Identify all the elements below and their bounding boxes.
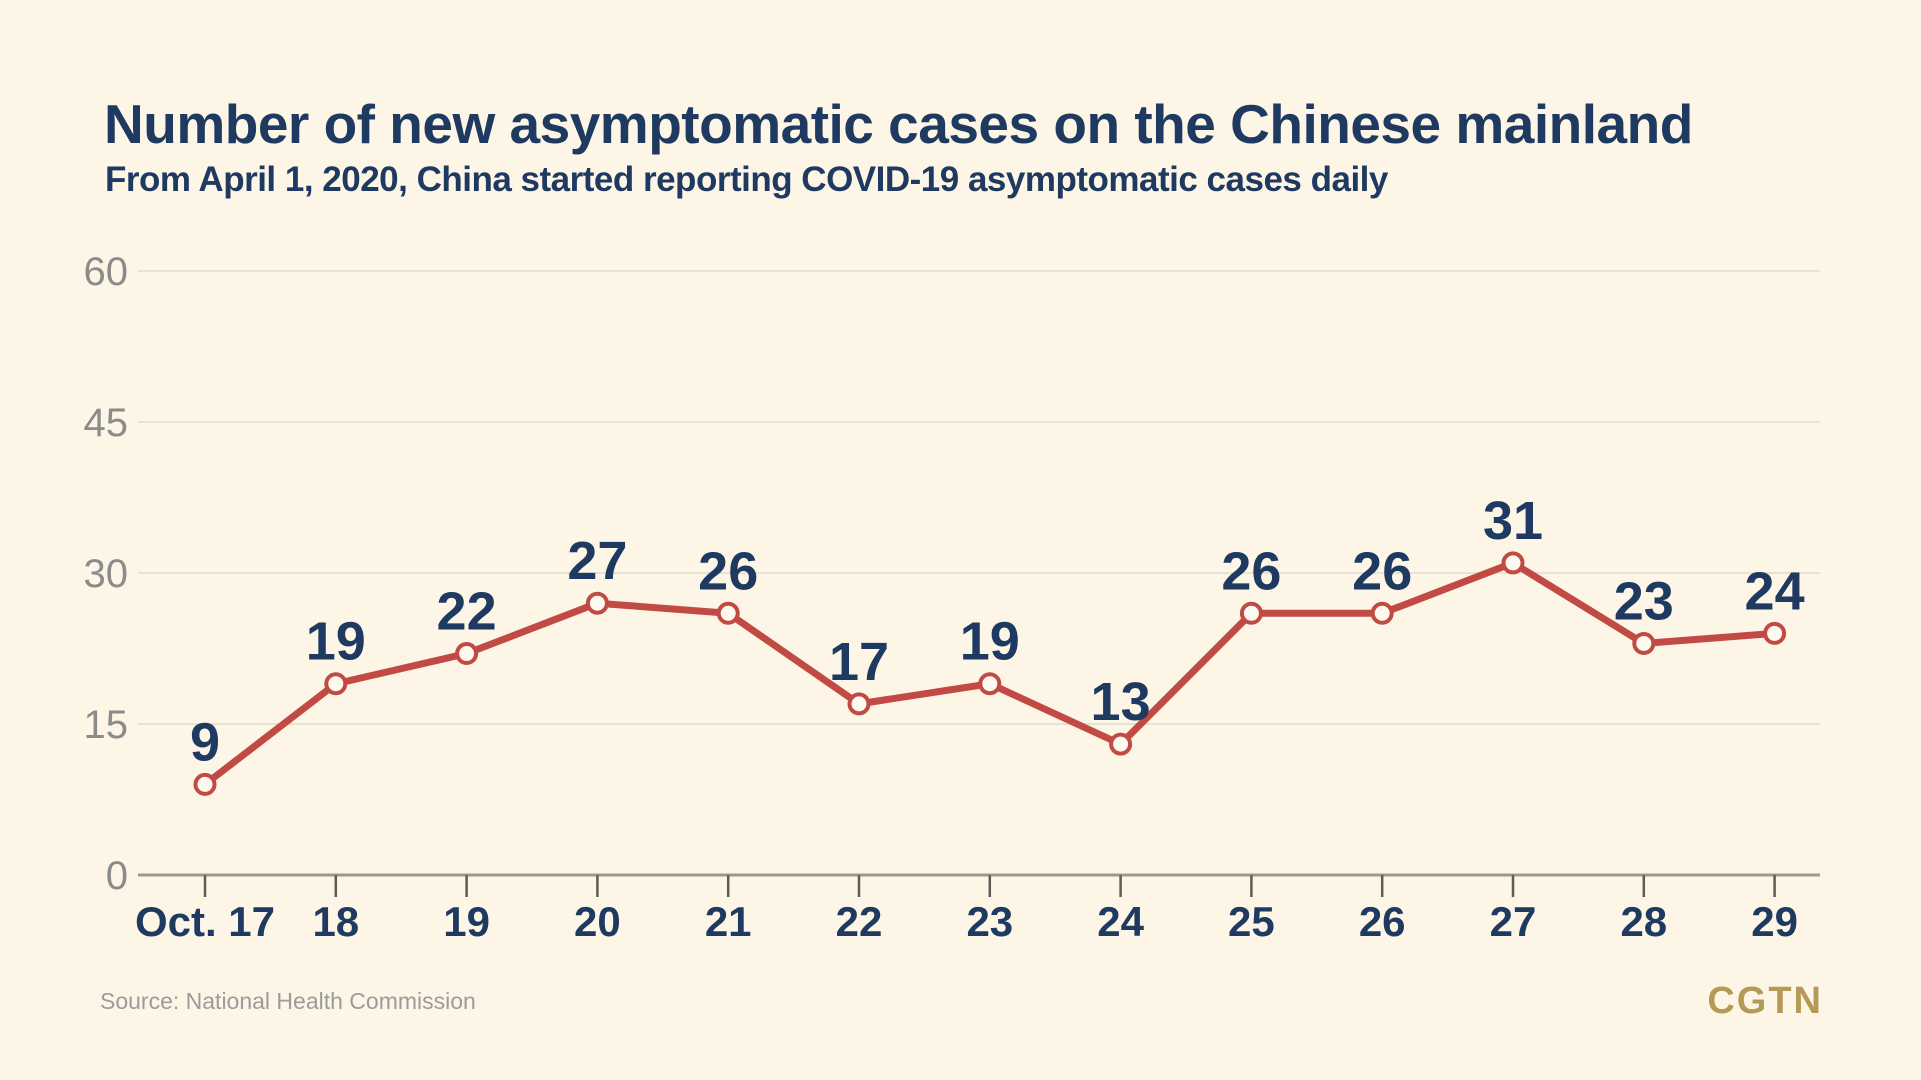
y-tick-label: 30 — [84, 552, 129, 596]
data-label: 26 — [1221, 541, 1281, 601]
x-tick-label: Oct. 17 — [135, 898, 275, 945]
data-label: 24 — [1745, 561, 1805, 621]
y-tick-label: 15 — [84, 703, 129, 747]
data-label: 19 — [306, 612, 366, 672]
data-label: 26 — [1352, 541, 1412, 601]
data-label: 22 — [437, 582, 497, 642]
data-label: 26 — [698, 541, 758, 601]
data-point — [1109, 732, 1133, 756]
x-tick-label: 22 — [836, 898, 883, 945]
data-point — [1501, 551, 1525, 575]
y-tick-label: 45 — [84, 401, 129, 445]
chart-title: Number of new asymptomatic cases on the … — [104, 93, 1693, 155]
x-tick-label: 25 — [1228, 898, 1275, 945]
data-point — [455, 642, 479, 666]
cgtn-logo: CGTN — [1707, 980, 1823, 1022]
data-label: 31 — [1483, 491, 1543, 551]
data-point — [1632, 631, 1656, 655]
data-label: 19 — [960, 612, 1020, 672]
x-tick-label: 21 — [705, 898, 752, 945]
data-label: 13 — [1091, 672, 1151, 732]
x-tick-label: 24 — [1097, 898, 1144, 945]
data-point — [716, 601, 740, 625]
data-point — [1239, 601, 1263, 625]
chart-subtitle: From April 1, 2020, China started report… — [105, 160, 1388, 199]
data-point — [193, 772, 217, 796]
data-point — [585, 591, 609, 615]
data-point — [1370, 601, 1394, 625]
x-tick-label: 19 — [443, 898, 490, 945]
data-point — [847, 692, 871, 716]
x-tick-label: 20 — [574, 898, 621, 945]
y-tick-label: 60 — [84, 250, 129, 294]
source-note: Source: National Health Commission — [100, 988, 476, 1014]
data-label: 17 — [829, 632, 889, 692]
x-tick-label: 18 — [312, 898, 359, 945]
data-label: 9 — [190, 712, 220, 772]
x-tick-label: 29 — [1751, 898, 1798, 945]
data-label: 23 — [1614, 571, 1674, 631]
x-tick-label: 27 — [1490, 898, 1537, 945]
data-label: 27 — [567, 531, 627, 591]
data-point — [1763, 621, 1787, 645]
x-tick-label: 28 — [1620, 898, 1667, 945]
x-tick-label: 23 — [966, 898, 1013, 945]
data-point — [324, 672, 348, 696]
y-tick-label: 0 — [106, 854, 128, 898]
data-point — [978, 672, 1002, 696]
x-tick-label: 26 — [1359, 898, 1406, 945]
